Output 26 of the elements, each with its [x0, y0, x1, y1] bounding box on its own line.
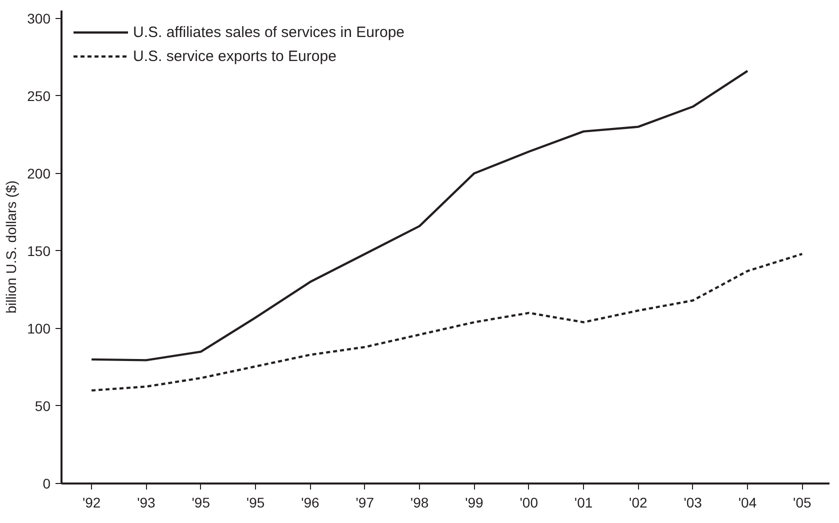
y-tick-label: 0	[42, 476, 51, 492]
x-tick-label: '93	[137, 494, 156, 510]
y-tick-label: 200	[27, 165, 51, 182]
x-tick-label: '03	[684, 494, 702, 510]
x-tick-label: '92	[82, 494, 101, 510]
x-tick-label: '99	[465, 494, 484, 510]
legend-label: U.S. service exports to Europe	[133, 48, 336, 64]
x-tick-label: '95	[192, 494, 210, 510]
x-tick-label: '04	[738, 494, 757, 510]
x-tick-label: '96	[301, 494, 320, 510]
legend-label: U.S. affiliates sales of services in Europe	[133, 24, 405, 40]
y-tick-label: 250	[27, 88, 51, 104]
y-tick-label: 100	[27, 320, 51, 336]
y-tick-label: 300	[27, 10, 51, 26]
x-tick-label: '02	[629, 494, 648, 510]
x-tick-label: '01	[574, 494, 593, 510]
y-axis-title: billion U.S. dollars ($)	[3, 180, 20, 314]
x-tick-label: '05	[793, 494, 812, 510]
x-tick-label: '98	[410, 494, 429, 510]
x-tick-label: '00	[520, 494, 538, 510]
line-series	[90, 252, 804, 392]
line-series	[90, 70, 749, 362]
y-tick-label: 150	[27, 242, 51, 259]
x-tick-label: '95	[246, 494, 265, 510]
y-tick-label: 50	[34, 398, 51, 414]
x-tick-label: '97	[356, 494, 374, 510]
